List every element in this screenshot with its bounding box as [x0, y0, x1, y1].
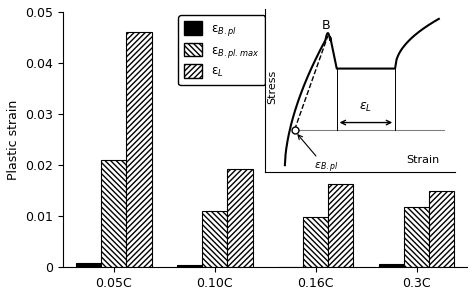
- Text: $\varepsilon_L$: $\varepsilon_L$: [359, 101, 373, 114]
- Text: Strain: Strain: [406, 155, 439, 165]
- Bar: [227, 169, 253, 267]
- Bar: [328, 184, 354, 267]
- Text: B: B: [322, 19, 330, 32]
- Bar: [202, 211, 227, 267]
- Text: $\varepsilon_{B.pl}$: $\varepsilon_{B.pl}$: [298, 135, 338, 175]
- Bar: [379, 264, 404, 267]
- Bar: [429, 191, 455, 267]
- Bar: [76, 263, 101, 267]
- Y-axis label: Plastic strain: Plastic strain: [7, 99, 20, 180]
- Bar: [177, 265, 202, 267]
- Bar: [101, 160, 127, 267]
- Bar: [127, 32, 152, 267]
- Legend: ε$_{B.pl}$, ε$_{B.pl.max}$, ε$_{L}$: ε$_{B.pl}$, ε$_{B.pl.max}$, ε$_{L}$: [178, 15, 265, 85]
- Text: Stress: Stress: [267, 70, 277, 104]
- Bar: [404, 207, 429, 267]
- Bar: [303, 217, 328, 267]
